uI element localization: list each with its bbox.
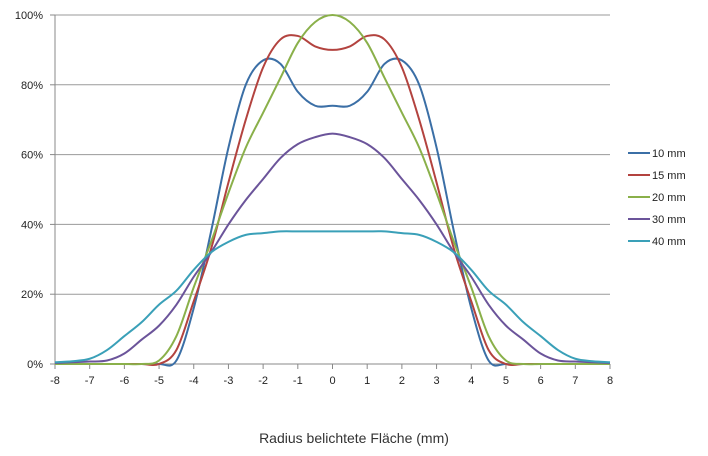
series-line-20-mm [55, 14, 611, 366]
x-tick-label: 2 [399, 375, 405, 387]
y-tick-label: 100% [15, 10, 43, 22]
x-tick-label: 1 [364, 375, 370, 387]
x-tick-label: -2 [258, 375, 268, 387]
legend-label-15-mm: 15 mm [652, 170, 686, 182]
x-tick-label: -1 [293, 375, 303, 387]
series-line-10-mm [55, 57, 611, 367]
x-tick-label: -5 [154, 375, 164, 387]
x-tick-label: 8 [607, 375, 613, 387]
x-tick-label: 3 [434, 375, 440, 387]
x-tick-label: -3 [224, 375, 234, 387]
x-tick-labels: -8 -7 -6 -5 -4 -3 -2 -1 0 1 2 3 4 5 6 7 8 [50, 375, 613, 387]
x-tick-label: 5 [503, 375, 509, 387]
x-tick-label: 7 [572, 375, 578, 387]
legend-label-20-mm: 20 mm [652, 192, 686, 204]
gridlines [55, 14, 610, 295]
series-lines [54, 14, 611, 367]
y-tick-labels: 0% 20% 40% 60% 80% 100% [15, 10, 43, 371]
legend-label-10-mm: 10 mm [652, 148, 686, 160]
y-tick-label: 40% [21, 219, 43, 231]
y-tick-label: 80% [21, 80, 43, 92]
legend-label-30-mm: 30 mm [652, 214, 686, 226]
x-tick-label: 4 [468, 375, 474, 387]
x-tick-label: -8 [50, 375, 60, 387]
axes [50, 14, 611, 369]
series-line-40-mm [54, 230, 611, 364]
series-line-30-mm [54, 132, 611, 364]
x-tick-label: 0 [329, 375, 335, 387]
legend-label-40-mm: 40 mm [652, 236, 686, 248]
legend: 10 mm 15 mm 20 mm 30 mm 40 mm [628, 148, 686, 248]
y-tick-label: 0% [27, 359, 43, 371]
x-axis-label: Radius belichtete Fläche (mm) [259, 430, 449, 446]
x-tick-label: -7 [85, 375, 95, 387]
y-tick-label: 60% [21, 150, 43, 162]
y-tick-label: 20% [21, 289, 43, 301]
x-tick-label: -6 [119, 375, 129, 387]
x-tick-label: -4 [189, 375, 199, 387]
x-tick-label: 6 [538, 375, 544, 387]
